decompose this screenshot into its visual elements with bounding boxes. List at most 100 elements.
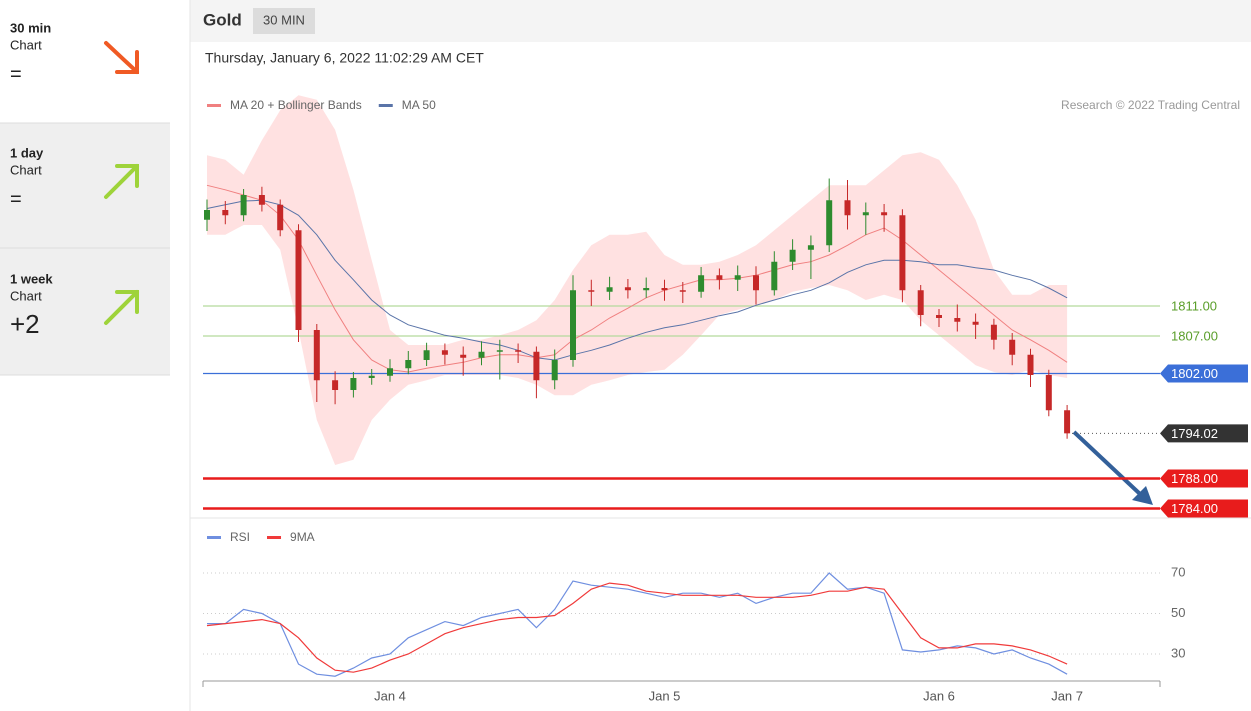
candle-body: [734, 275, 741, 280]
forecast-arrow: [1072, 430, 1142, 496]
candle-body: [332, 380, 339, 390]
candle-body: [716, 275, 723, 280]
candle-body: [222, 210, 229, 216]
period: 1 week: [10, 271, 53, 286]
legend-swatch: [267, 536, 282, 539]
candle-body: [679, 290, 686, 292]
timeframe-badge[interactable]: [253, 8, 315, 34]
timeframe[interactable]: 30 MIN: [263, 12, 305, 27]
sidebar: 30 min Chart = 1 day Chart = 1 week Char…: [10, 20, 53, 338]
header-bar: [190, 0, 1251, 42]
legend-swatch: [207, 104, 221, 107]
candle-body: [1027, 354, 1034, 375]
candle-body: [661, 288, 668, 291]
legend-label: 9MA: [290, 530, 315, 544]
kind: Chart: [10, 288, 42, 303]
candle-body: [771, 261, 778, 291]
x-tick-label: Jan 4: [374, 688, 406, 703]
candle-body: [496, 350, 503, 352]
level-label: 1784.00: [1171, 501, 1218, 516]
candle-body: [899, 215, 906, 291]
x-tick-label: Jan 6: [923, 688, 955, 703]
candle-body: [350, 378, 357, 390]
indicator-line: [207, 572, 1068, 677]
candle-body: [1064, 410, 1071, 434]
trend-arrow: [104, 290, 139, 325]
candle-body: [789, 249, 796, 262]
legend-label: MA 50: [402, 98, 436, 112]
y-tick-label: 70: [1171, 564, 1185, 579]
candle-body: [606, 287, 613, 292]
candle-body: [405, 360, 412, 369]
trend-arrow: [104, 41, 139, 74]
bollinger-band: [207, 95, 1068, 466]
candle-body: [368, 375, 375, 378]
candle-body: [533, 351, 540, 381]
period: 30 min: [10, 20, 51, 35]
candle-body: [478, 351, 485, 358]
candle-body: [1009, 339, 1016, 355]
title: Gold: [203, 10, 242, 29]
candle-body: [277, 204, 284, 231]
candle-body: [588, 290, 595, 292]
score: =: [10, 188, 22, 210]
candle-body: [460, 354, 467, 358]
score: =: [10, 63, 22, 85]
level-tag: [1160, 499, 1248, 518]
candle-body: [972, 321, 979, 325]
candle-body: [624, 287, 631, 291]
candle-body: [990, 324, 997, 340]
level-tag: [1160, 364, 1248, 383]
kind: Chart: [10, 37, 42, 52]
candle-body: [936, 315, 942, 318]
x-tick-label: Jan 7: [1051, 688, 1083, 703]
y-tick-label: 30: [1171, 645, 1185, 660]
candle-body: [807, 245, 814, 250]
candle-body: [551, 360, 558, 381]
level-label: 1807.00: [1171, 328, 1218, 343]
indicator-line: [206, 582, 1068, 673]
period: 1 day: [10, 145, 44, 160]
level-tag: [1160, 469, 1248, 488]
candle-body: [240, 195, 247, 216]
timestamp: Thursday, January 6, 2022 11:02:29 AM CE…: [205, 50, 484, 66]
y-tick-label: 50: [1171, 605, 1185, 620]
moving-average: [206, 199, 1068, 361]
source: Research © 2022 Trading Central: [1061, 98, 1240, 112]
candle-body: [295, 230, 302, 330]
candle-body: [313, 330, 320, 381]
trend-arrow: [104, 164, 139, 199]
candle-body: [862, 212, 869, 216]
candle-body: [698, 275, 705, 292]
sidebar-bg: [0, 123, 170, 375]
candle-body: [753, 275, 759, 291]
level-tag: [1160, 424, 1248, 443]
candle-body: [441, 350, 448, 355]
candle-body: [1045, 375, 1052, 411]
legend-label: MA 20 + Bollinger Bands: [230, 98, 362, 112]
level-label: 1802.00: [1171, 366, 1218, 381]
level-label: 1794.02: [1171, 426, 1218, 441]
candle-body: [844, 200, 851, 216]
forecast-arrowhead: [1132, 486, 1153, 505]
candle-body: [204, 210, 210, 220]
candle-body: [387, 368, 393, 376]
candle-body: [954, 318, 961, 322]
candle-body: [881, 212, 888, 216]
legend-swatch: [378, 104, 393, 107]
score: +2: [10, 309, 40, 339]
legend-swatch: [207, 536, 221, 539]
candle-body: [258, 195, 265, 205]
candle-body: [515, 350, 522, 352]
candle-body: [643, 288, 650, 291]
moving-average: [206, 184, 1068, 373]
candle-body: [826, 200, 833, 246]
level-label: 1811.00: [1171, 298, 1217, 313]
legend-label: RSI: [230, 530, 250, 544]
candle-body: [917, 290, 924, 315]
candle-body: [423, 350, 430, 360]
x-tick-label: Jan 5: [649, 688, 681, 703]
level-label: 1788.00: [1171, 471, 1218, 486]
